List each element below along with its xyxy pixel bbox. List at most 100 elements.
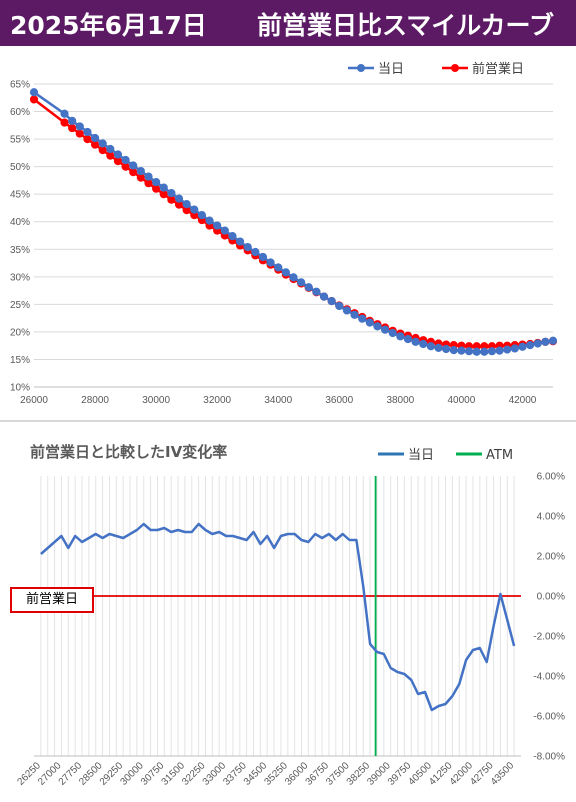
y-tick-label: 55% (10, 135, 30, 146)
data-point (83, 127, 92, 137)
y-tick-label: 25% (10, 300, 30, 311)
y-tick-label: 6.00% (537, 472, 565, 483)
data-point (121, 155, 130, 165)
legend-swatch-marker (357, 64, 365, 72)
data-point (526, 341, 535, 350)
data-point (411, 337, 420, 346)
data-point (541, 337, 550, 346)
data-point (258, 252, 268, 262)
x-tick-label: 40000 (448, 395, 476, 406)
y-tick-label: 65% (10, 80, 30, 91)
data-point (342, 306, 352, 315)
data-point (274, 263, 283, 272)
y-tick-label: 35% (10, 245, 30, 256)
data-point (182, 199, 191, 209)
data-point (205, 216, 214, 225)
data-point (60, 109, 69, 118)
data-point (220, 226, 229, 235)
y-tick-label: 2.00% (537, 552, 565, 563)
data-point (129, 161, 138, 170)
data-point (251, 247, 260, 257)
data-point (464, 347, 474, 356)
data-point (190, 205, 199, 214)
smile-curve-panel: 10% 15% 20% 25% 30% 35% 40% 45% 50% 55% 60% 65% 2600… (0, 46, 576, 420)
data-point (68, 116, 77, 126)
y-tick-label: 0.00% (537, 592, 565, 603)
data-point (434, 343, 443, 352)
data-point (136, 166, 145, 176)
y-tick-label: 40% (10, 217, 30, 228)
data-point (327, 296, 336, 306)
data-point (518, 342, 527, 351)
data-point (106, 144, 115, 154)
x-tick-label: 43500 (489, 760, 517, 788)
x-tick-label: 42000 (509, 395, 537, 406)
data-point (144, 172, 153, 181)
data-point (213, 221, 222, 230)
legend-label: 前営業日 (472, 61, 524, 77)
legend-label: 当日 (408, 448, 434, 463)
data-point (487, 347, 497, 356)
data-point (289, 273, 298, 282)
data-point (167, 188, 176, 198)
data-point (304, 283, 313, 292)
data-point (335, 301, 344, 311)
data-point (152, 177, 161, 187)
data-point (396, 332, 405, 341)
x-tick-label: 30000 (142, 395, 170, 406)
x-tick-label: 36000 (325, 395, 353, 406)
data-point (449, 345, 458, 355)
data-point (174, 194, 184, 203)
data-point (319, 292, 329, 301)
y-tick-label: 60% (10, 107, 30, 118)
y-tick-label: 15% (10, 355, 30, 366)
data-point (442, 344, 451, 354)
data-point (297, 278, 306, 287)
data-point (235, 237, 245, 246)
x-tick-label: 34000 (264, 395, 292, 406)
data-point (358, 314, 367, 323)
data-point (365, 318, 374, 327)
header-bar: 2025年6月17日 前営業日比スマイルカーブ (0, 0, 576, 46)
iv-change-panel: 前営業日と比較したIV変化率 6.00% 4.00% 2.00% 0.00% -2.00%… (0, 422, 576, 802)
data-point (113, 150, 123, 159)
y-tick-label: 30% (10, 272, 30, 283)
series-line-prev-day (33, 98, 554, 348)
data-point (197, 211, 207, 220)
data-point (419, 339, 428, 349)
x-tick-label: 28000 (81, 395, 109, 406)
data-point (350, 310, 359, 319)
y-tick-label: 20% (10, 327, 30, 338)
data-point (60, 118, 69, 127)
data-point (510, 344, 519, 353)
y-tick-label: 50% (10, 162, 30, 173)
data-point (373, 322, 382, 331)
legend-swatch-marker (451, 64, 459, 72)
data-point (533, 339, 542, 348)
data-point (403, 334, 413, 344)
data-point (98, 139, 107, 148)
data-point (472, 347, 481, 356)
series-line-today (40, 522, 516, 712)
data-point (75, 122, 84, 131)
y-tick-label: -2.00% (533, 632, 565, 643)
y-tick-label: -6.00% (533, 712, 565, 723)
data-point (228, 231, 237, 241)
data-point (29, 88, 39, 97)
x-tick-label: 32000 (203, 395, 231, 406)
data-point (312, 287, 321, 296)
data-point (90, 133, 100, 143)
legend-label: ATM (486, 448, 513, 463)
y-tick-label: -8.00% (533, 752, 565, 763)
data-point (426, 342, 435, 351)
data-point (75, 129, 84, 138)
iv-change-chart: 前営業日と比較したIV変化率 6.00% 4.00% 2.00% 0.00% -2.00%… (16, 443, 566, 788)
data-point (548, 336, 558, 345)
smile-curve-chart: 10% 15% 20% 25% 30% 35% 40% 45% 50% 55% 60% 65% 2600… (10, 61, 558, 406)
data-point (266, 258, 275, 267)
data-point (243, 242, 252, 252)
x-tick-label: 38000 (386, 395, 414, 406)
data-point (495, 346, 504, 355)
data-point (480, 347, 489, 356)
data-point (68, 123, 77, 133)
